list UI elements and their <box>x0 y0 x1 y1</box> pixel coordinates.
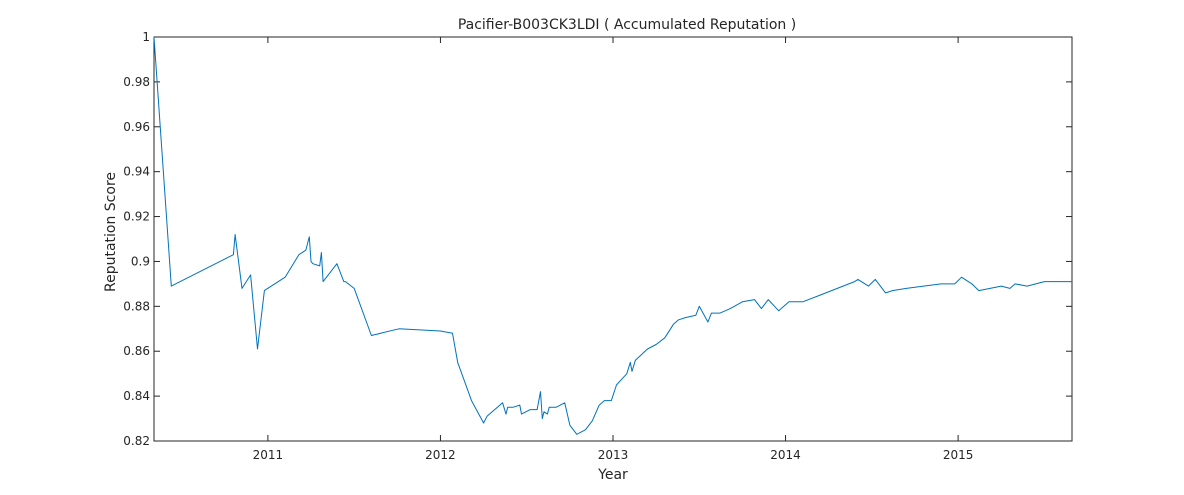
y-tick-label: 0.92 <box>123 210 150 224</box>
series-layer <box>153 36 1072 435</box>
y-axis-label: Reputation Score <box>103 172 119 292</box>
y-tick-label: 0.84 <box>123 389 150 403</box>
plot-frame <box>153 36 1073 442</box>
chart-title: Pacifier-B003CK3LDI ( Accumulated Reputa… <box>458 17 796 33</box>
y-tick-label: 0.94 <box>123 165 150 179</box>
x-tick-label: 2013 <box>598 448 629 462</box>
plot-area <box>153 36 1073 442</box>
y-tick-label: 0.86 <box>123 344 150 358</box>
y-tick-label: 0.96 <box>123 120 150 134</box>
x-axis-ticks: 2011 2012 2013 2014 2015 <box>253 37 974 462</box>
x-tick-label: 2014 <box>770 448 801 462</box>
x-tick-label: 2015 <box>943 448 974 462</box>
y-tick-label: 1 <box>142 30 150 44</box>
y-tick-label: 0.88 <box>123 299 150 313</box>
y-axis-ticks: 0.82 0.84 0.86 0.88 0.9 0.92 0.94 0.96 0.98 1 <box>123 30 1072 448</box>
x-tick-label: 2011 <box>253 448 284 462</box>
x-tick-label: 2012 <box>425 448 456 462</box>
series-line <box>153 36 1072 435</box>
x-axis-label: Year <box>597 467 628 483</box>
y-tick-label: 0.98 <box>123 75 150 89</box>
y-tick-label: 0.82 <box>123 434 150 448</box>
y-tick-label: 0.9 <box>131 254 150 268</box>
